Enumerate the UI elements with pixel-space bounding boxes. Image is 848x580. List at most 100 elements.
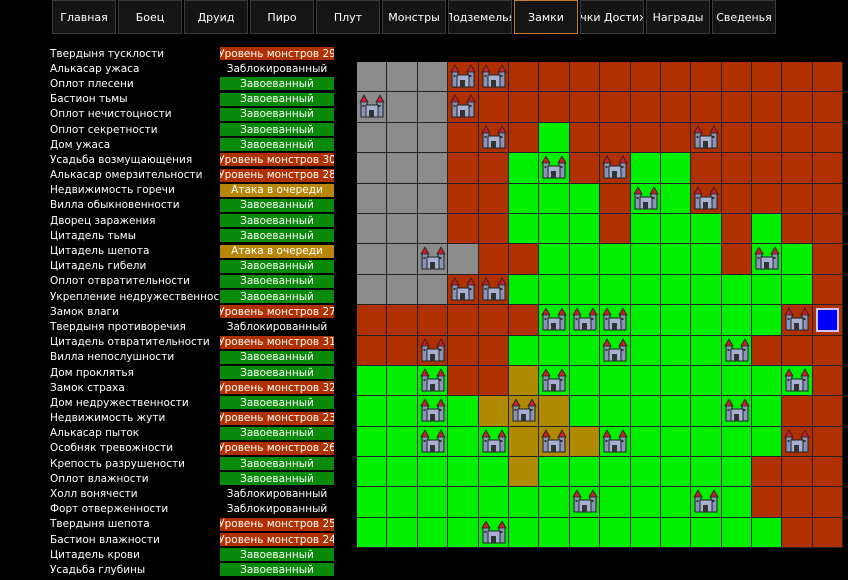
map-tile[interactable] (357, 244, 388, 275)
map-tile[interactable] (508, 335, 540, 366)
castle-icon[interactable] (359, 93, 385, 119)
castle-row[interactable]: Оплот секретности Завоеванный (0, 122, 340, 137)
map-tile[interactable] (539, 365, 570, 397)
map-tile[interactable] (630, 487, 661, 518)
castle-row[interactable]: Холл вонячести Заблокированный (0, 486, 340, 501)
map-tile[interactable] (600, 213, 631, 245)
map-tile[interactable] (752, 365, 783, 397)
castle-row[interactable]: Оплот отвратительности Завоеванный (0, 274, 340, 289)
map-tile[interactable] (721, 183, 753, 214)
map-tile[interactable] (721, 244, 753, 275)
map-tile[interactable] (721, 213, 753, 245)
map-tile[interactable] (357, 335, 388, 366)
castle-icon[interactable] (784, 306, 810, 332)
map-tile[interactable] (660, 335, 692, 366)
map-tile[interactable] (539, 62, 570, 93)
castle-icon[interactable] (784, 367, 810, 393)
map-tile[interactable] (569, 396, 601, 427)
castle-row[interactable]: Усадьба глубины Завоеванный (0, 562, 340, 577)
castle-icon[interactable] (450, 276, 476, 302)
castle-row[interactable]: Дом проклятья Завоеванный (0, 365, 340, 380)
map-tile[interactable] (660, 183, 692, 214)
map-tile[interactable] (660, 517, 692, 549)
map-tile[interactable] (539, 517, 570, 549)
map-tile[interactable] (660, 92, 692, 123)
map-tile[interactable] (387, 274, 418, 306)
map-tile[interactable] (600, 457, 631, 488)
nav-button[interactable]: Плут (316, 0, 380, 34)
map-tile[interactable] (782, 426, 813, 458)
map-tile[interactable] (630, 517, 661, 549)
map-tile[interactable] (660, 62, 692, 93)
map-tile[interactable] (478, 92, 509, 123)
map-tile[interactable] (357, 62, 388, 93)
map-tile[interactable] (752, 122, 783, 154)
map-tile[interactable] (600, 426, 631, 458)
map-tile[interactable] (539, 457, 570, 488)
castle-row[interactable]: Цитадель крови Завоеванный (0, 547, 340, 562)
castle-icon[interactable] (602, 306, 628, 332)
map-tile[interactable] (357, 365, 388, 397)
map-tile[interactable] (508, 153, 540, 184)
map-tile[interactable] (508, 213, 540, 245)
castle-row[interactable]: Бастион влажности Уровень монстров 24 (0, 532, 340, 547)
map-tile[interactable] (752, 335, 783, 366)
castle-row[interactable]: Цитадель отвратительности Уровень монстро… (0, 335, 340, 350)
map-tile[interactable] (782, 305, 813, 336)
map-tile[interactable] (508, 426, 540, 458)
nav-button[interactable]: Монстры (382, 0, 446, 34)
map-tile[interactable] (752, 517, 783, 549)
map-tile[interactable] (630, 213, 661, 245)
map-tile[interactable] (691, 335, 722, 366)
castle-row[interactable]: Особняк тревожности Уровень монстров 26 (0, 441, 340, 456)
castle-icon[interactable] (541, 306, 567, 332)
map-tile[interactable] (448, 62, 479, 93)
map-tile[interactable] (539, 122, 570, 154)
map-tile[interactable] (752, 426, 783, 458)
map-tile[interactable] (448, 213, 479, 245)
nav-button[interactable]: Главная (52, 0, 116, 34)
map-tile[interactable] (660, 274, 692, 306)
map-tile[interactable] (387, 517, 418, 549)
map-tile[interactable] (600, 183, 631, 214)
map-tile[interactable] (569, 244, 601, 275)
map-tile[interactable] (752, 396, 783, 427)
map-tile[interactable] (387, 335, 418, 366)
map-tile[interactable] (721, 122, 753, 154)
map-tile[interactable] (417, 457, 449, 488)
map-tile[interactable] (508, 92, 540, 123)
map-tile[interactable] (478, 244, 509, 275)
map-tile[interactable] (660, 213, 692, 245)
map-tile[interactable] (721, 153, 753, 184)
map-tile[interactable] (508, 365, 540, 397)
map-tile[interactable] (600, 274, 631, 306)
castle-row[interactable]: Вилла непослушности Завоеванный (0, 350, 340, 365)
castle-row[interactable]: Вилла обыкновенности Завоеванный (0, 198, 340, 213)
map-tile[interactable] (752, 305, 783, 336)
castle-icon[interactable] (541, 428, 567, 454)
map-tile[interactable] (630, 396, 661, 427)
map-tile[interactable] (600, 517, 631, 549)
map-tile[interactable] (569, 305, 601, 336)
map-tile[interactable] (691, 517, 722, 549)
map-tile[interactable] (478, 365, 509, 397)
castle-icon[interactable] (633, 185, 659, 211)
map-tile[interactable] (721, 396, 753, 427)
castle-icon[interactable] (602, 154, 628, 180)
map-tile[interactable] (357, 213, 388, 245)
map-tile[interactable] (721, 305, 753, 336)
nav-button[interactable]: Награды (646, 0, 710, 34)
castle-icon[interactable] (784, 428, 810, 454)
map-tile[interactable] (660, 365, 692, 397)
map-tile[interactable] (448, 274, 479, 306)
map-tile[interactable] (691, 426, 722, 458)
map-tile[interactable] (691, 92, 722, 123)
map-tile[interactable] (387, 305, 418, 336)
map-tile[interactable] (782, 62, 813, 93)
castle-row[interactable]: Цитадель тьмы Завоеванный (0, 228, 340, 243)
map-tile[interactable] (417, 365, 449, 397)
map-tile[interactable] (812, 396, 844, 427)
map-tile[interactable] (721, 426, 753, 458)
map-tile[interactable] (478, 122, 509, 154)
nav-button[interactable]: Пиро (250, 0, 314, 34)
